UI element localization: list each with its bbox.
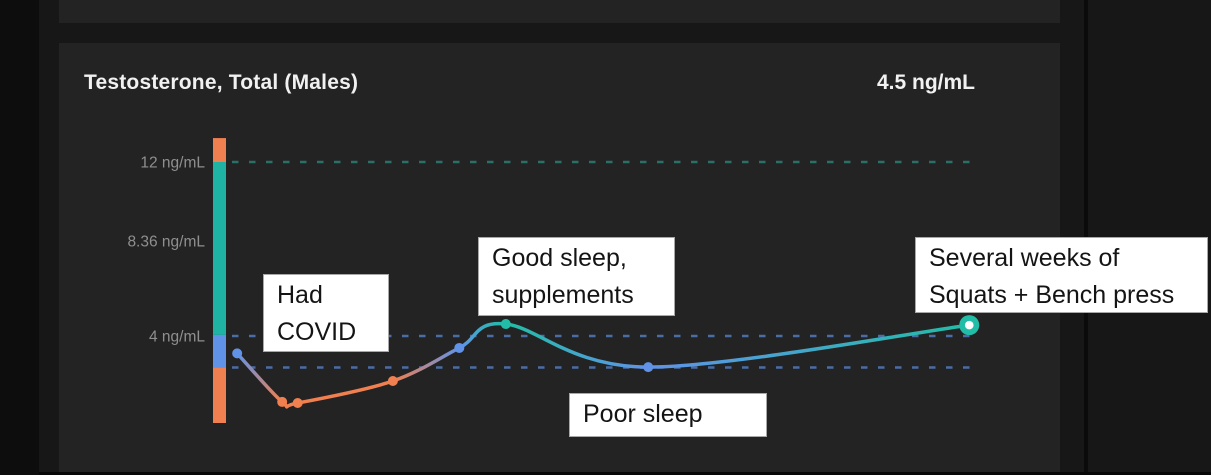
right-divider-line: [1084, 0, 1088, 472]
bottom-edge-bar: [39, 472, 1211, 475]
current-value: 4.5 ng/mL: [876, 71, 975, 94]
content-area: Testosterone, Total (Males) 4.5 ng/mL: [39, 0, 1211, 475]
previous-card-remnant: [59, 0, 1060, 23]
chart-title: Testosterone, Total (Males): [84, 71, 359, 94]
testosterone-card: Testosterone, Total (Males) 4.5 ng/mL: [59, 43, 1060, 472]
